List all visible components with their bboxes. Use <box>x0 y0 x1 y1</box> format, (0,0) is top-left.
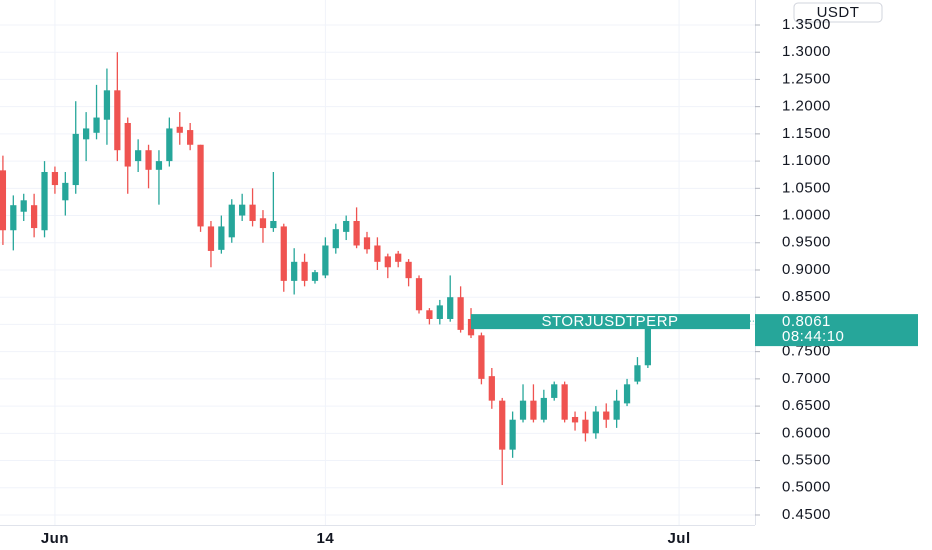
symbol-label: STORJUSDTPERP <box>541 313 678 330</box>
candle-body <box>551 384 558 398</box>
candle-body <box>436 305 443 319</box>
candle-body <box>457 297 464 330</box>
candle-body <box>353 220 360 246</box>
y-tick-label: 0.6500 <box>782 397 831 414</box>
candle-body <box>592 411 599 434</box>
candle-body <box>259 218 267 229</box>
candle-body <box>249 204 256 221</box>
y-tick-label: 1.0500 <box>782 179 831 196</box>
unit-box <box>793 2 883 23</box>
y-tick-label: 0.5000 <box>782 479 831 496</box>
candle-body <box>384 256 391 268</box>
candle-body <box>0 170 7 231</box>
candle-body <box>363 237 371 250</box>
candle-body <box>20 200 27 212</box>
y-tick-label: 1.0000 <box>782 207 831 224</box>
candle-body <box>291 261 298 281</box>
y-tick-label: 0.7500 <box>782 343 831 360</box>
y-unit: USDT <box>817 4 860 21</box>
last-price-label: 0.8061 <box>782 313 831 330</box>
candle-body <box>124 122 131 167</box>
y-tick-label: 0.8500 <box>782 288 831 305</box>
candle-body <box>571 416 579 423</box>
candle-body <box>30 205 38 229</box>
candle-body <box>426 310 433 319</box>
x-tick-label: Jul <box>667 530 690 547</box>
y-tick-label: 1.1500 <box>782 125 831 142</box>
candle-body <box>540 397 547 420</box>
y-tick-label: 1.2000 <box>782 98 831 115</box>
candle-body <box>239 204 246 216</box>
candle-body <box>72 133 79 186</box>
candle-body <box>10 205 17 231</box>
y-tick-label: 0.9000 <box>782 261 831 278</box>
y-tick-label: 0.4500 <box>782 506 831 523</box>
candle-body <box>623 384 631 404</box>
candle-body <box>343 220 350 232</box>
x-tick-label: 14 <box>317 530 335 547</box>
candle-body <box>634 365 641 382</box>
candle-body <box>582 419 589 434</box>
candle-body <box>228 204 235 238</box>
candle-body <box>218 226 225 250</box>
candle-body <box>51 171 59 186</box>
candle-body <box>155 161 163 170</box>
candle-body <box>519 400 527 420</box>
candle-body <box>103 90 111 120</box>
y-tick-label: 0.9500 <box>782 234 831 251</box>
candle-body <box>311 272 319 281</box>
symbol-box <box>471 314 750 330</box>
y-tick-label: 1.2500 <box>782 70 831 87</box>
candle-body <box>41 171 48 231</box>
last-price-box <box>755 314 918 347</box>
candle-body <box>207 226 215 251</box>
candle-body <box>613 400 620 420</box>
candle-body <box>415 278 423 311</box>
candle-body <box>93 117 100 133</box>
y-tick-label: 0.6000 <box>782 424 831 441</box>
candle-body <box>561 384 568 420</box>
candle-body <box>176 126 183 133</box>
candle-body <box>145 150 152 170</box>
candle-body <box>83 128 90 140</box>
candle-body <box>197 144 204 227</box>
candle-body <box>488 376 495 401</box>
candle-body <box>301 261 308 281</box>
candle-body <box>447 297 454 319</box>
y-tick-label: 1.3000 <box>782 43 831 60</box>
candle-body <box>644 321 651 366</box>
candle-body <box>166 128 173 162</box>
candle-body <box>187 130 194 145</box>
x-tick-label: Jun <box>41 530 69 547</box>
candle-body <box>280 226 287 281</box>
candle-body <box>499 400 506 450</box>
candle-body <box>405 261 412 279</box>
countdown-label: 08:44:10 <box>782 328 844 345</box>
candle-body <box>322 245 329 276</box>
candle-body <box>395 253 402 262</box>
candle-body <box>478 335 485 379</box>
candle-body <box>135 150 142 162</box>
candle-body <box>530 400 537 420</box>
candle-body <box>374 245 381 262</box>
candle-body <box>114 90 121 151</box>
y-tick-label: 1.1000 <box>782 152 831 169</box>
candle-body <box>62 182 69 201</box>
candle-body <box>270 220 277 229</box>
y-tick-label: 0.7000 <box>782 370 831 387</box>
y-tick-label: 1.3500 <box>782 16 831 33</box>
candle-body <box>509 419 516 450</box>
y-tick-label: 0.5500 <box>782 452 831 469</box>
candle-body <box>332 229 339 249</box>
candle-body <box>603 411 610 420</box>
